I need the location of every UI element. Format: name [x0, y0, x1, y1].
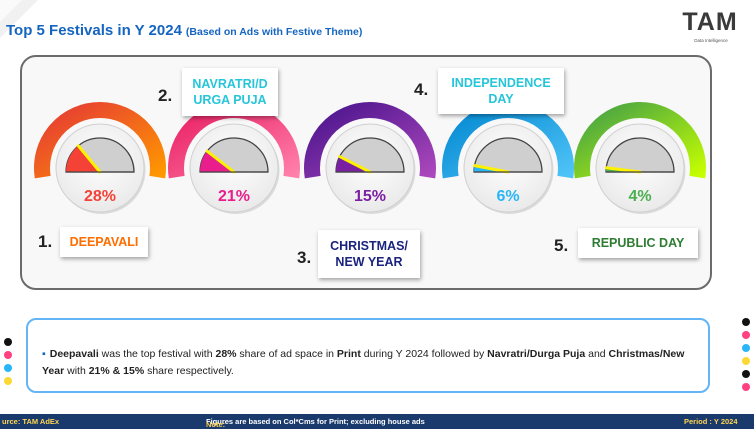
dot — [742, 331, 750, 339]
summary-strong: 21% & 15% — [88, 365, 145, 377]
title-sub: (Based on Ads with Festive Theme) — [185, 26, 363, 38]
dot — [4, 377, 12, 385]
gauge-ring — [304, 102, 436, 179]
dot — [742, 370, 750, 378]
dot — [4, 364, 12, 372]
gauge-1: 28% — [34, 102, 166, 214]
tam-logo: TAM Data Intelligence — [676, 8, 744, 48]
summary-span: share of ad space in — [236, 348, 337, 360]
gauge-2: 21% — [168, 102, 300, 214]
bullet-icon: ▪ — [42, 348, 46, 360]
summary-span: during Y 2024 followed by — [360, 348, 488, 360]
page-title: Top 5 Festivals in Y 2024 (Based on Ads w… — [6, 6, 362, 43]
dot — [4, 351, 12, 359]
festival-label-line-2: NEW YEAR — [335, 255, 403, 269]
gauge-value-label: 4% — [628, 188, 651, 205]
gauge-value-wedge — [66, 145, 100, 172]
summary-strong: Christmas/New Year — [42, 348, 685, 377]
festival-label-christmas: CHRISTMAS/ NEW YEAR — [318, 230, 420, 278]
summary-strong: Print — [336, 348, 361, 360]
festival-label-line-1: NAVRATRI/D — [192, 77, 268, 91]
gauge-value-label: 6% — [496, 188, 519, 205]
festival-label-navratri: NAVRATRI/D URGA PUJA — [182, 68, 278, 116]
festival-label-independence: INDEPENDENCE DAY — [438, 68, 564, 114]
festival-label-line-1: INDEPENDENCE — [451, 76, 551, 90]
rank-3: 3. — [297, 248, 312, 267]
gauge-value-label: 21% — [218, 188, 250, 205]
dot — [742, 344, 750, 352]
rank-2: 2. — [158, 86, 173, 105]
corner-decoration — [0, 0, 38, 38]
footer-note: Note: Figures are based on Col*Cms for P… — [206, 417, 425, 429]
festival-label-deepavali: DEEPAVALI — [60, 227, 148, 257]
summary-strong: Navratri/Durga Puja — [487, 348, 586, 360]
gauge-value-label: 15% — [354, 188, 386, 205]
gauge-needle — [604, 166, 642, 174]
festival-label-line-2: URGA PUJA — [193, 93, 267, 107]
summary-text: ▪ Deepavali was the top festival with 28%… — [42, 346, 692, 380]
footer-period: Period : Y 2024 — [684, 417, 738, 426]
rank-4: 4. — [414, 80, 429, 99]
footer-source: urce: TAM AdEx — [2, 417, 60, 426]
summary-span: with — [64, 365, 89, 377]
logo-tagline: Data Intelligence — [694, 38, 728, 43]
footer-bar: urce: TAM AdEx Note: Figures are based o… — [0, 414, 754, 429]
logo-text: TAM — [682, 8, 738, 36]
gauge-ring — [574, 102, 706, 179]
gauge-dial — [473, 137, 543, 173]
gauge-needle — [473, 164, 510, 174]
gauge-needle — [205, 149, 236, 174]
dot — [742, 383, 750, 391]
gauge-3: 15% — [304, 102, 436, 214]
festival-label-line-1: CHRISTMAS/ — [330, 239, 408, 253]
dot — [4, 338, 12, 346]
festival-label-republic: REPUBLIC DAY — [578, 228, 698, 258]
gauge-4: 6% — [442, 102, 574, 214]
gauge-ring — [34, 102, 166, 179]
dot — [742, 318, 750, 326]
summary-span: was the top festival with — [98, 348, 216, 360]
festival-label-line-2: DAY — [488, 92, 514, 106]
title-main: Top 5 Festivals in Y 2024 — [6, 22, 182, 39]
gauge-value-label: 28% — [84, 188, 116, 205]
footer-note-label: Note: — [206, 420, 226, 429]
rank-1: 1. — [38, 232, 53, 251]
gauge-chart: 28% 21% 15% 6% 4% — [34, 102, 706, 214]
festival-label-text: REPUBLIC DAY — [591, 236, 685, 250]
footer-note-text: Figures are based on Col*Cms for Print; … — [206, 417, 425, 426]
dot — [742, 357, 750, 365]
gauge-needle — [76, 144, 102, 174]
summary-box: ▪ Deepavali was the top festival with 28%… — [26, 318, 710, 393]
festival-label-text: DEEPAVALI — [69, 235, 139, 249]
gauge-dial — [605, 137, 675, 173]
gauge-needle — [338, 155, 372, 174]
summary-strong: Deepavali — [49, 348, 99, 360]
gauge-5: 4% — [574, 102, 706, 214]
summary-strong: 28% — [215, 348, 237, 360]
rank-5: 5. — [554, 236, 569, 255]
summary-span: and — [585, 348, 609, 360]
summary-span: share respectively. — [144, 365, 234, 377]
